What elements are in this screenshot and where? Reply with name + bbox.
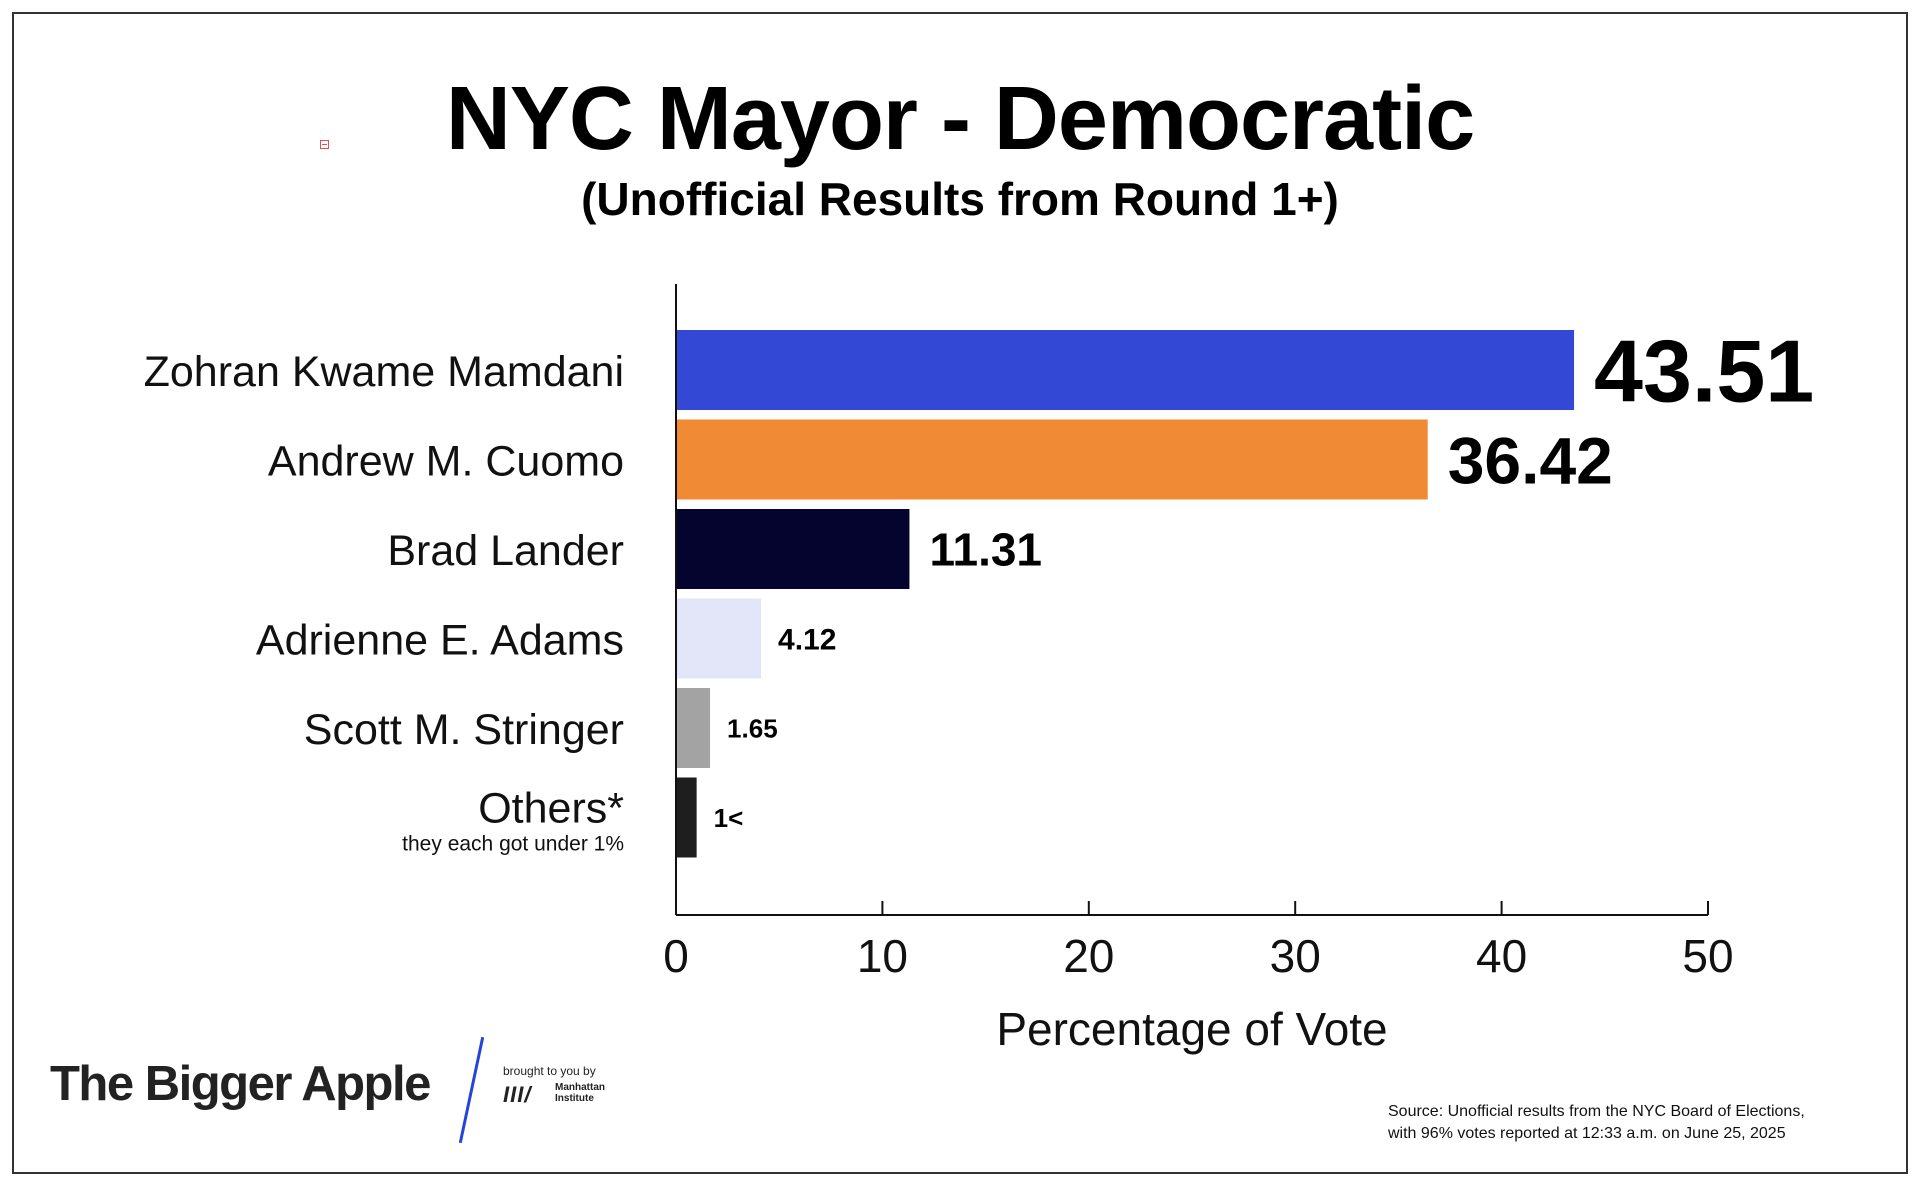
mi-name-line1: Manhattan [555, 1082, 605, 1093]
bar-3 [676, 598, 762, 679]
manhattan-institute-name: Manhattan Institute [555, 1082, 605, 1104]
bar-0 [676, 330, 1575, 410]
chart-frame [12, 12, 1908, 1174]
category-label-2: Brad Lander [387, 527, 624, 575]
category-label-3: Adrienne E. Adams [256, 617, 624, 665]
data-label-1: 36.42 [1448, 423, 1613, 497]
x-tick-label-3: 30 [1270, 930, 1321, 982]
data-label-5: 1< [714, 803, 744, 833]
expand-marker-icon [320, 140, 329, 149]
x-axis-label: Percentage of Vote [996, 1003, 1388, 1055]
x-tick-label-2: 20 [1063, 930, 1114, 982]
brought-by-text: brought to you by [503, 1064, 596, 1078]
category-label-1: Andrew M. Cuomo [268, 438, 624, 486]
bar-4 [676, 688, 711, 768]
x-tick-label-5: 50 [1682, 930, 1733, 982]
mi-name-line2: Institute [555, 1093, 594, 1104]
x-tick-label-0: 0 [663, 930, 689, 982]
category-label-4: Scott M. Stringer [304, 706, 624, 754]
chart-subtitle: (Unofficial Results from Round 1+) [581, 173, 1339, 225]
data-label-4: 1.65 [727, 713, 778, 743]
x-tick-label-1: 10 [857, 930, 908, 982]
bar-2 [676, 509, 910, 589]
data-label-0: 43.51 [1594, 322, 1814, 421]
data-label-3: 4.12 [778, 623, 836, 656]
category-label-5: Others* [478, 785, 624, 833]
chart-title: NYC Mayor - Democratic [445, 69, 1475, 169]
bar-5 [676, 777, 697, 858]
source-note: Source: Unofficial results from the NYC … [1388, 1101, 1805, 1145]
brand-logo: The Bigger Apple [50, 1057, 431, 1111]
source-line2: with 96% votes reported at 12:33 a.m. on… [1388, 1125, 1786, 1142]
data-label-2: 11.31 [929, 524, 1042, 576]
x-tick-label-4: 40 [1476, 930, 1527, 982]
source-line1: Source: Unofficial results from the NYC … [1388, 1103, 1805, 1120]
manhattan-institute-logo-icon: III/ [503, 1082, 532, 1107]
bar-1 [676, 419, 1428, 500]
category-label-0: Zohran Kwame Mamdani [144, 348, 624, 396]
category-note-5: they each got under 1% [402, 833, 624, 856]
